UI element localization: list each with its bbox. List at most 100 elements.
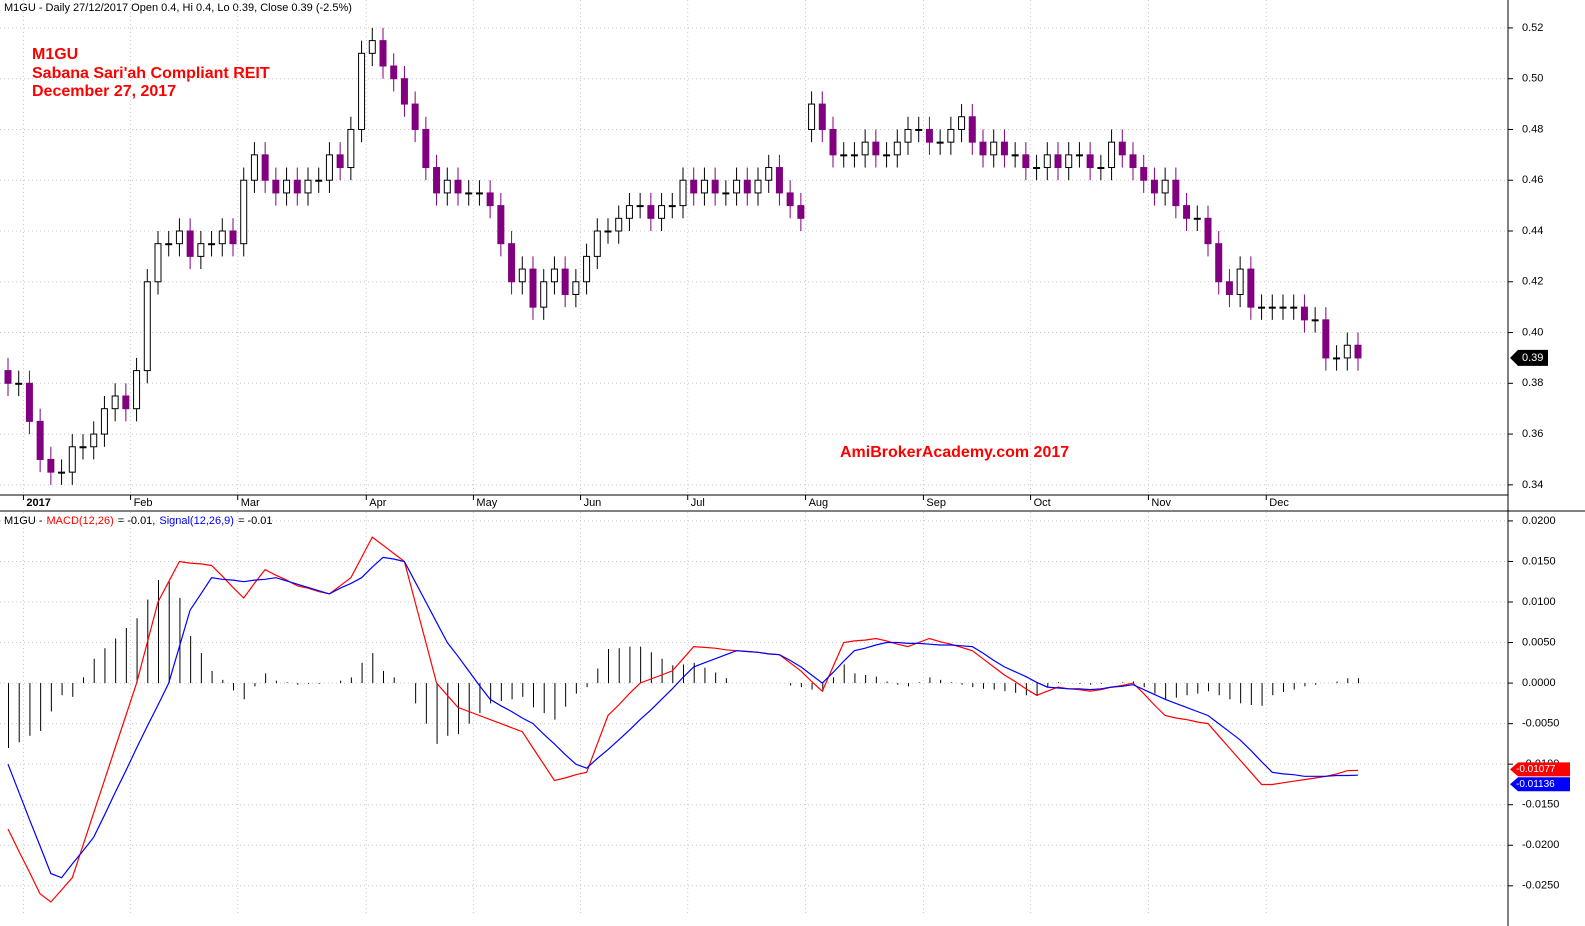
candle-body [765, 167, 773, 181]
candle-body [1097, 167, 1105, 170]
x-tick-label: May [476, 497, 497, 509]
candle-body [154, 243, 162, 283]
y-tick-label: 0.42 [1522, 276, 1543, 288]
candle-body [336, 154, 344, 169]
candle-body [315, 179, 323, 182]
candle-body [743, 179, 751, 194]
legend-entry: Signal(12,26,9) [159, 515, 234, 527]
candle-body [486, 192, 494, 207]
y-tick-label: 0.38 [1522, 377, 1543, 389]
candle-body [883, 154, 891, 157]
y-tick-label: 0.44 [1522, 225, 1543, 237]
candle-body [679, 179, 687, 207]
candle-body [990, 141, 998, 156]
candle-body [668, 205, 676, 208]
candle-body [36, 420, 44, 460]
candle-body [272, 179, 280, 194]
header-prefix: M1GU - [4, 515, 43, 527]
candle-body [647, 205, 655, 219]
candle-body [733, 179, 741, 194]
x-tick-label: Feb [134, 497, 153, 509]
candle-body [475, 192, 483, 195]
candle-body [1268, 306, 1276, 309]
candle-body [818, 103, 826, 130]
candle-body [497, 205, 505, 245]
y-tick-label: 0.36 [1522, 428, 1543, 440]
x-tick-label: Jun [584, 497, 602, 509]
indicator-header: M1GU - MACD(12,26) = -0.01, Signal(12,26,9)… [4, 515, 273, 527]
candle-body [861, 141, 869, 156]
candle-body [1118, 141, 1126, 156]
candle-body [786, 192, 794, 207]
candle-body [347, 128, 355, 169]
candle-body [218, 230, 226, 245]
candle-body [1343, 344, 1351, 359]
candle-body [1290, 306, 1298, 309]
candle-body [797, 205, 805, 219]
y-tick-label: -0.0250 [1522, 880, 1559, 892]
candle-body [1065, 154, 1073, 169]
y-tick-label: 0.0050 [1522, 636, 1556, 648]
candle-body [1236, 268, 1244, 295]
candle-body [79, 446, 87, 449]
candle-body [25, 382, 33, 422]
candle-body [947, 128, 955, 143]
price-header: M1GU - Daily 27/12/2017 Open 0.4, Hi 0.4… [4, 2, 352, 14]
y-tick-label: -0.0050 [1522, 718, 1559, 730]
indicator-line [7, 536, 1359, 903]
candle-body [1086, 154, 1094, 169]
candle-body [379, 40, 387, 67]
candle-body [1172, 179, 1180, 207]
candle-body [690, 179, 698, 194]
candle-body [1333, 357, 1341, 360]
candle-body [850, 154, 858, 157]
watermark: AmiBrokerAcademy.com 2017 [840, 444, 1069, 461]
candle-body [1322, 319, 1330, 359]
candle-body [722, 192, 730, 195]
candle-body [58, 471, 66, 474]
candle-body [572, 281, 580, 295]
candle-body [625, 205, 633, 219]
candle-body [1183, 205, 1191, 219]
candle-body [915, 128, 923, 131]
candle-body [165, 243, 173, 246]
candle-body [1054, 154, 1062, 169]
candle-body [1075, 154, 1083, 157]
y-tick-label: -0.0150 [1522, 799, 1559, 811]
candle-body [68, 446, 76, 473]
candle-body [1204, 217, 1212, 245]
candle-body [1011, 154, 1019, 157]
candle-body [615, 217, 623, 232]
y-tick-label: 0.0100 [1522, 596, 1556, 608]
candle-body [700, 179, 708, 194]
candle-body [604, 230, 612, 233]
candle-body [283, 179, 291, 194]
candle-body [229, 230, 237, 245]
y-tick-label: 0.46 [1522, 174, 1543, 186]
candle-body [925, 128, 933, 143]
candle-body [240, 179, 248, 245]
legend-entry: MACD(12,26) [47, 515, 114, 527]
candle-body [250, 154, 258, 181]
candle-body [1247, 268, 1255, 308]
candle-body [529, 268, 537, 308]
candle-body [1279, 306, 1287, 309]
y-tick-label: 0.48 [1522, 123, 1543, 135]
candle-body [979, 141, 987, 156]
candle-body [400, 78, 408, 105]
candle-body [304, 179, 312, 194]
candle-body [390, 65, 398, 80]
candle-body [808, 103, 816, 130]
candle-body [411, 103, 419, 130]
candle-body [508, 243, 516, 283]
last-price-tag [1510, 349, 1548, 366]
candle-body [111, 395, 119, 410]
candle-body [197, 243, 205, 257]
candle-body [1258, 306, 1266, 309]
candle-body [711, 179, 719, 194]
y-tick-label: 0.40 [1522, 326, 1543, 338]
y-tick-label: 0.52 [1522, 22, 1543, 34]
title-line: December 27, 2017 [32, 83, 176, 100]
candle-body [958, 116, 966, 130]
